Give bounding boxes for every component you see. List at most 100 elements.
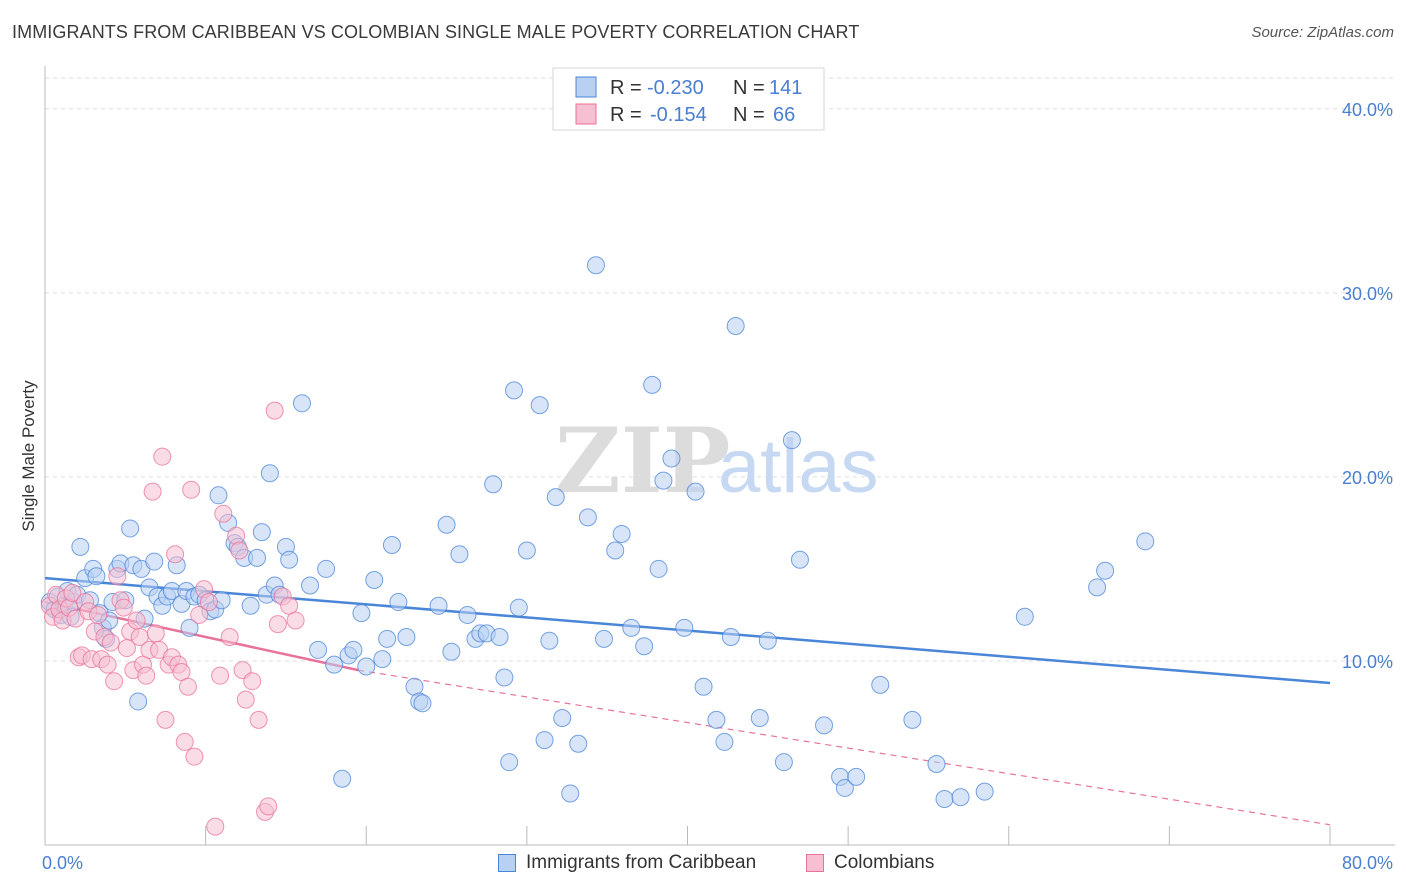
point-caribbean [707, 710, 726, 729]
point-caribbean [373, 650, 392, 669]
point-caribbean [241, 596, 260, 615]
point-caribbean [675, 618, 694, 637]
watermark: ZIP atlas [555, 408, 879, 514]
point-caribbean [871, 675, 890, 694]
point-caribbean [129, 692, 148, 711]
point-caribbean [121, 519, 140, 538]
point-caribbean [495, 668, 514, 687]
point-caribbean [546, 488, 565, 507]
point-caribbean [458, 605, 477, 624]
point-caribbean [517, 541, 536, 560]
point-colombians [190, 605, 209, 624]
point-colombians [63, 583, 82, 602]
point-colombians [156, 710, 175, 729]
point-caribbean [509, 598, 528, 617]
point-caribbean [344, 640, 363, 659]
point-caribbean [540, 631, 559, 650]
point-caribbean [352, 604, 371, 623]
point-caribbean [530, 396, 549, 415]
legend-r-label-1: R = [610, 77, 642, 99]
colombians-swatch [806, 854, 824, 872]
point-colombians [146, 624, 165, 643]
point-colombians [108, 567, 127, 586]
point-caribbean [927, 755, 946, 774]
point-colombians [206, 817, 225, 836]
point-caribbean [490, 628, 509, 647]
point-caribbean [437, 515, 456, 534]
point-caribbean [248, 548, 267, 567]
point-caribbean [209, 486, 228, 505]
point-caribbean [252, 523, 271, 542]
point-caribbean [721, 628, 740, 647]
point-caribbean [378, 629, 397, 648]
point-caribbean [815, 716, 834, 735]
legend-n-label-1: N = [733, 77, 765, 99]
x-tick-label-min: 0.0% [42, 853, 83, 873]
point-caribbean [715, 732, 734, 751]
point-colombians [214, 504, 233, 523]
point-colombians [114, 598, 133, 617]
point-caribbean [758, 631, 777, 650]
point-caribbean [180, 618, 199, 637]
point-caribbean [606, 541, 625, 560]
legend-n-value-1: 141 [769, 77, 802, 99]
legend-n-label-2: N = [733, 104, 765, 126]
point-colombians [127, 611, 146, 630]
point-caribbean [1096, 561, 1115, 580]
trendline-colombians-extrapolated [358, 669, 1331, 826]
bottom-legend: Immigrants from Caribbean Colombians [0, 852, 1406, 878]
point-caribbean [694, 677, 713, 696]
legend-swatch-blue [575, 76, 597, 98]
caribbean-swatch [498, 854, 516, 872]
point-caribbean [1088, 578, 1107, 597]
point-colombians [137, 666, 156, 685]
point-colombians [182, 480, 201, 499]
point-colombians [89, 605, 108, 624]
legend-label-caribbean: Immigrants from Caribbean [526, 852, 757, 873]
point-caribbean [280, 550, 299, 569]
point-caribbean [293, 394, 311, 413]
point-colombians [98, 655, 117, 674]
point-caribbean [569, 734, 588, 753]
point-caribbean [975, 782, 994, 801]
point-caribbean [325, 655, 344, 674]
point-caribbean [726, 316, 745, 335]
point-caribbean [649, 559, 668, 578]
point-caribbean [578, 508, 597, 527]
legend-r-value-2: -0.154 [650, 104, 707, 126]
point-caribbean [622, 618, 641, 637]
legend-label-colombians: Colombians [834, 852, 935, 873]
y-tick-label: 30.0% [1342, 284, 1393, 304]
point-colombians [153, 447, 172, 466]
legend-item-caribbean: Immigrants from Caribbean [498, 852, 756, 874]
legend-box: R = -0.230 N = 141 R = -0.154 N = 66 [552, 67, 825, 131]
legend-r-value-1: -0.230 [647, 77, 704, 99]
point-colombians [265, 401, 284, 420]
point-colombians [286, 611, 305, 630]
point-caribbean [500, 753, 519, 772]
point-caribbean [586, 256, 605, 275]
legend-n-value-2: 66 [773, 104, 795, 126]
point-caribbean [397, 628, 416, 647]
point-caribbean [71, 537, 90, 556]
point-caribbean [333, 769, 352, 788]
point-caribbean [413, 694, 432, 713]
point-caribbean [847, 767, 866, 786]
point-caribbean [835, 778, 854, 797]
point-caribbean [951, 788, 970, 807]
watermark-zip: ZIP [555, 408, 730, 514]
point-colombians [259, 797, 278, 816]
point-colombians [211, 666, 230, 685]
point-caribbean [790, 550, 809, 569]
point-caribbean [382, 536, 401, 555]
point-colombians [230, 541, 249, 560]
point-colombians [236, 690, 255, 709]
point-colombians [105, 672, 124, 691]
point-caribbean [309, 640, 328, 659]
y-tick-label: 40.0% [1342, 100, 1393, 120]
point-colombians [185, 747, 204, 766]
point-caribbean [654, 471, 673, 490]
legend-item-colombians: Colombians [806, 852, 934, 874]
point-caribbean [903, 710, 922, 729]
